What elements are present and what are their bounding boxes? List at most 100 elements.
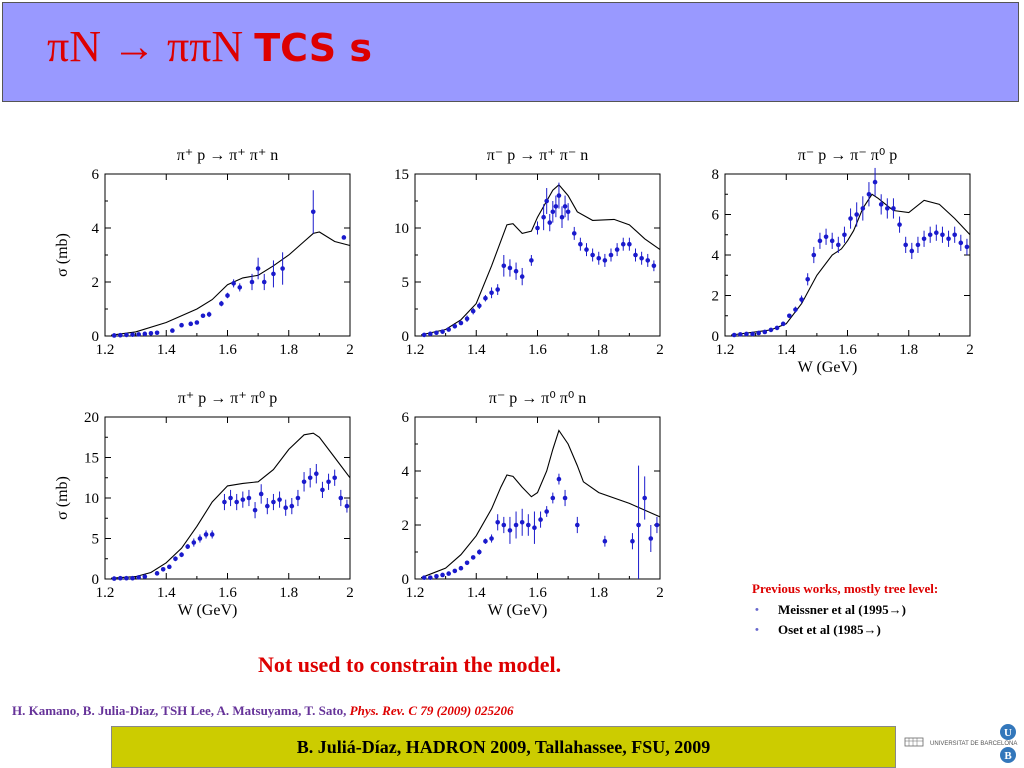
y-tick-label: 10 [394, 221, 409, 237]
data-point [602, 538, 608, 544]
x-axis-label: W (GeV) [178, 602, 238, 619]
data-point [575, 522, 580, 528]
previous-work-oset: Oset et al (1985→) [778, 622, 881, 637]
model-curve [111, 432, 351, 579]
data-point [495, 287, 500, 292]
data-point [344, 503, 350, 509]
chart-pim-p-pim-pi0-p: π⁻ p → π⁻ π⁰ p 1.2 1.4 1.6 1.8 2 0 2 4 6 8 W (GeV) [675, 140, 975, 376]
data-point [314, 471, 319, 476]
x-tick-label: 1.8 [899, 342, 918, 358]
data-point [179, 552, 184, 557]
footer-text: B. Juliá-Díaz, HADRON 2009, Tallahassee,… [296, 737, 711, 757]
data-point [489, 290, 494, 296]
data-point [219, 301, 224, 306]
data-point [538, 517, 543, 522]
data-point [921, 236, 927, 242]
x-tick-label: 1.2 [406, 342, 425, 358]
data-point [200, 313, 206, 319]
data-point [320, 487, 325, 493]
chart-title: π⁻ p → π⁺ π⁻ n [487, 147, 589, 164]
data-point [231, 281, 236, 286]
data-point [903, 242, 908, 248]
data-point [654, 522, 660, 528]
data-point [421, 332, 427, 338]
data-point [428, 575, 433, 580]
data-point [191, 540, 197, 545]
chart-title: π⁻ p → π⁰ π⁰ n [489, 390, 587, 407]
y-tick-label: 0 [402, 572, 410, 588]
x-tick-label: 1.2 [96, 342, 115, 358]
logo-circle-u [1000, 724, 1016, 740]
data-point [428, 331, 433, 337]
chart-title: π⁺ p → π⁺ π⁰ p [178, 390, 278, 407]
data-point [878, 202, 884, 207]
data-point [170, 328, 175, 333]
chart-title: π⁻ p → π⁻ π⁰ p [798, 147, 898, 164]
data-point [513, 522, 519, 528]
list-item: • Meissner et al (1995→) [752, 600, 992, 620]
data-point [602, 258, 608, 263]
data-point [111, 333, 117, 338]
data-point [209, 532, 215, 537]
data-point [307, 475, 313, 481]
data-point [249, 279, 255, 285]
data-point [648, 536, 654, 541]
model-note: Not used to constrain the model. [258, 652, 562, 677]
data-point [762, 329, 768, 335]
data-point [817, 238, 823, 244]
data-point [280, 266, 285, 271]
y-tick-label: 6 [402, 410, 410, 426]
data-point [940, 232, 945, 238]
data-point [326, 479, 331, 485]
data-point [434, 574, 439, 579]
y-tick-label: 4 [92, 221, 100, 237]
data-point [440, 329, 445, 334]
data-point [578, 241, 583, 247]
x-tick-label: 1.8 [589, 585, 608, 601]
x-tick-label: 1.6 [528, 342, 547, 358]
data-point [633, 252, 638, 258]
y-tick-label: 4 [402, 464, 410, 480]
data-point [206, 312, 212, 317]
data-point [562, 204, 568, 209]
previous-work-meissner: Meissner et al (1995→) [778, 602, 906, 617]
data-point [483, 538, 488, 544]
data-point [958, 240, 964, 246]
data-point [255, 266, 261, 271]
data-point [535, 225, 540, 231]
data-point [872, 179, 878, 185]
title-reaction: πN → ππN [47, 22, 244, 71]
data-point [836, 242, 841, 248]
logo-letter-b: B [1004, 750, 1012, 762]
data-point [173, 556, 178, 562]
data-point [142, 574, 148, 579]
data-point [547, 220, 553, 225]
data-point [341, 235, 347, 240]
data-point [556, 476, 562, 482]
page-title: πN → ππN TCS s [47, 21, 372, 72]
data-point [842, 232, 847, 238]
data-point [636, 522, 641, 528]
chart-pip-p-pip-pip-n: π⁺ p → π⁺ π⁺ n 1.2 1.4 1.6 1.8 2 0 2 4 6 σ (mb) [54, 140, 355, 375]
data-point [519, 274, 525, 279]
data-point [464, 316, 470, 322]
data-point [421, 575, 427, 580]
x-tick-label: 1.6 [838, 342, 857, 358]
data-point [483, 295, 488, 301]
data-point [584, 247, 589, 252]
data-point [458, 565, 464, 571]
data-point [513, 268, 519, 274]
previous-works-list: • Meissner et al (1995→) • Oset et al (198… [752, 600, 992, 640]
data-point [860, 206, 866, 211]
x-tick-label: 2 [656, 585, 664, 601]
x-tick-label: 2 [966, 342, 974, 358]
data-point [124, 575, 129, 581]
data-point [774, 325, 780, 331]
data-point [768, 327, 774, 333]
y-axis-label: σ (mb) [54, 476, 71, 520]
chart-pim-p-pi0-pi0-n: π⁻ p → π⁰ π⁰ n 1.2 1.4 1.6 1.8 2 0 2 4 6 W (GeV) [365, 383, 665, 619]
university-logo: UNIVERSITAT DE BARCELONA U B [904, 724, 1017, 763]
data-point [805, 277, 810, 282]
x-tick-label: 2 [346, 342, 354, 358]
